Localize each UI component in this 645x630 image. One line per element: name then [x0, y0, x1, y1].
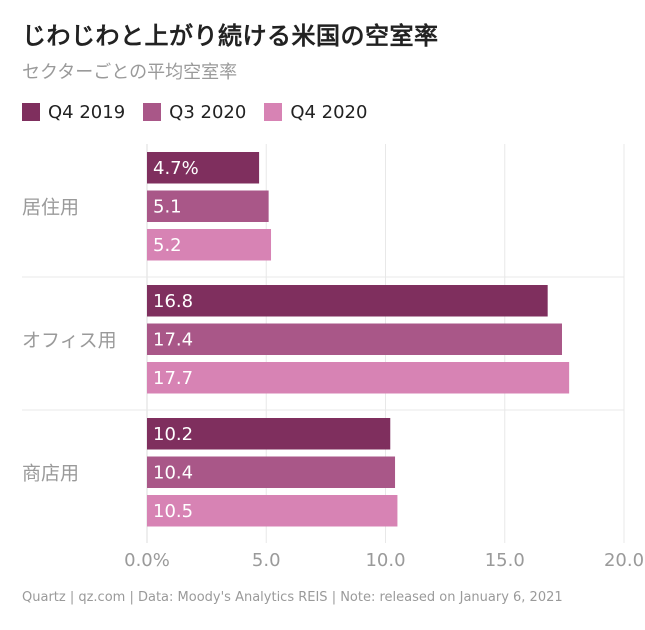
bar-value-label: 17.7 [153, 368, 193, 389]
bar [147, 323, 562, 355]
legend-swatch [22, 103, 40, 121]
x-tick-label: 10.0 [365, 550, 405, 571]
bar-value-label: 16.8 [153, 291, 193, 312]
bar-value-label: 17.4 [153, 329, 193, 350]
chart-title: じわじわと上がり続ける米国の空室率 [22, 22, 439, 50]
x-tick-label: 20.0 [604, 550, 644, 571]
chart-subtitle: セクターごとの平均空室率 [22, 62, 238, 83]
category-label: 商店用 [22, 462, 79, 484]
bar-value-label: 5.2 [153, 235, 182, 256]
legend-swatch [143, 103, 162, 121]
bar [147, 229, 272, 261]
bar [147, 362, 570, 394]
legend-swatch [264, 103, 283, 121]
bar [147, 190, 269, 222]
legend: Q4 2019 Q3 2020 Q4 2020 [22, 100, 385, 124]
bar-value-label: 10.4 [153, 462, 193, 483]
bar [147, 285, 548, 317]
legend-label: Q4 2020 [290, 101, 368, 123]
source-footer: Quartz | qz.com | Data: Moody's Analytic… [22, 590, 563, 605]
x-tick-label: 5.0 [252, 550, 281, 571]
category-label: 居住用 [22, 196, 79, 218]
legend-item-q4-2020: Q4 2020 [264, 102, 367, 123]
bar-value-label: 5.1 [153, 196, 182, 217]
x-tick-label: 0.0% [124, 550, 170, 571]
legend-label: Q3 2020 [169, 101, 247, 123]
bar [147, 456, 396, 488]
bar [147, 152, 260, 184]
bar-value-label: 4.7% [153, 158, 199, 179]
bar [147, 418, 391, 450]
category-label: オフィス用 [22, 329, 117, 351]
bar [147, 495, 398, 527]
x-tick-label: 15.0 [485, 550, 525, 571]
legend-item-q4-2019: Q4 2019 [22, 102, 125, 123]
bar-value-label: 10.2 [153, 424, 193, 445]
legend-label: Q4 2019 [48, 101, 126, 123]
legend-item-q3-2020: Q3 2020 [143, 102, 246, 123]
bar-value-label: 10.5 [153, 501, 193, 522]
